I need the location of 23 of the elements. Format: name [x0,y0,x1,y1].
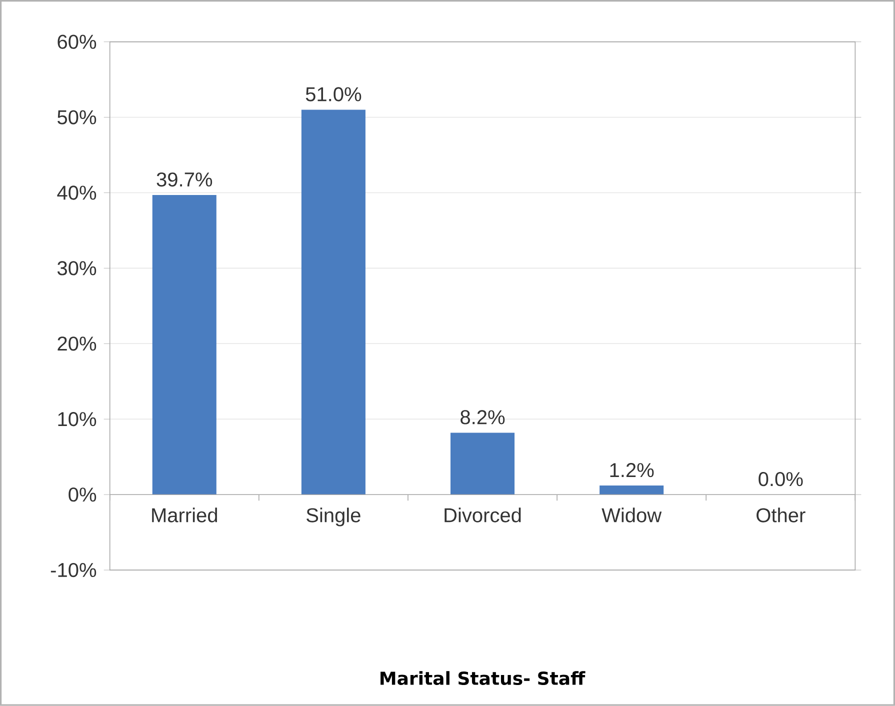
bar [301,110,366,495]
data-label: 51.0% [306,87,362,102]
data-label: 39.7% [156,172,212,187]
x-tick-label: Widow [602,508,662,522]
y-tick-label: 30% [57,261,96,276]
y-tick-label: 60% [58,34,96,49]
y-tick-label: -10% [50,563,96,578]
bar [450,432,515,495]
y-tick-label: 40% [57,186,96,200]
y-tick-label: 20% [58,336,96,351]
x-tick-label: Divorced [444,508,521,522]
data-label: 0.0% [758,472,803,486]
x-tick-label: Married [152,508,218,522]
data-label: 1.2% [610,463,654,478]
y-tick-label: 50% [58,110,96,124]
x-tick-label: Single [306,508,360,526]
data-label: 8.2% [460,410,505,424]
y-tick-label: 0% [68,488,96,502]
bar [152,195,216,495]
x-tick-label: Other [756,508,806,522]
bar [600,486,664,495]
y-tick-label: 10% [58,412,96,426]
text: Marital Status- Staff [380,671,586,686]
